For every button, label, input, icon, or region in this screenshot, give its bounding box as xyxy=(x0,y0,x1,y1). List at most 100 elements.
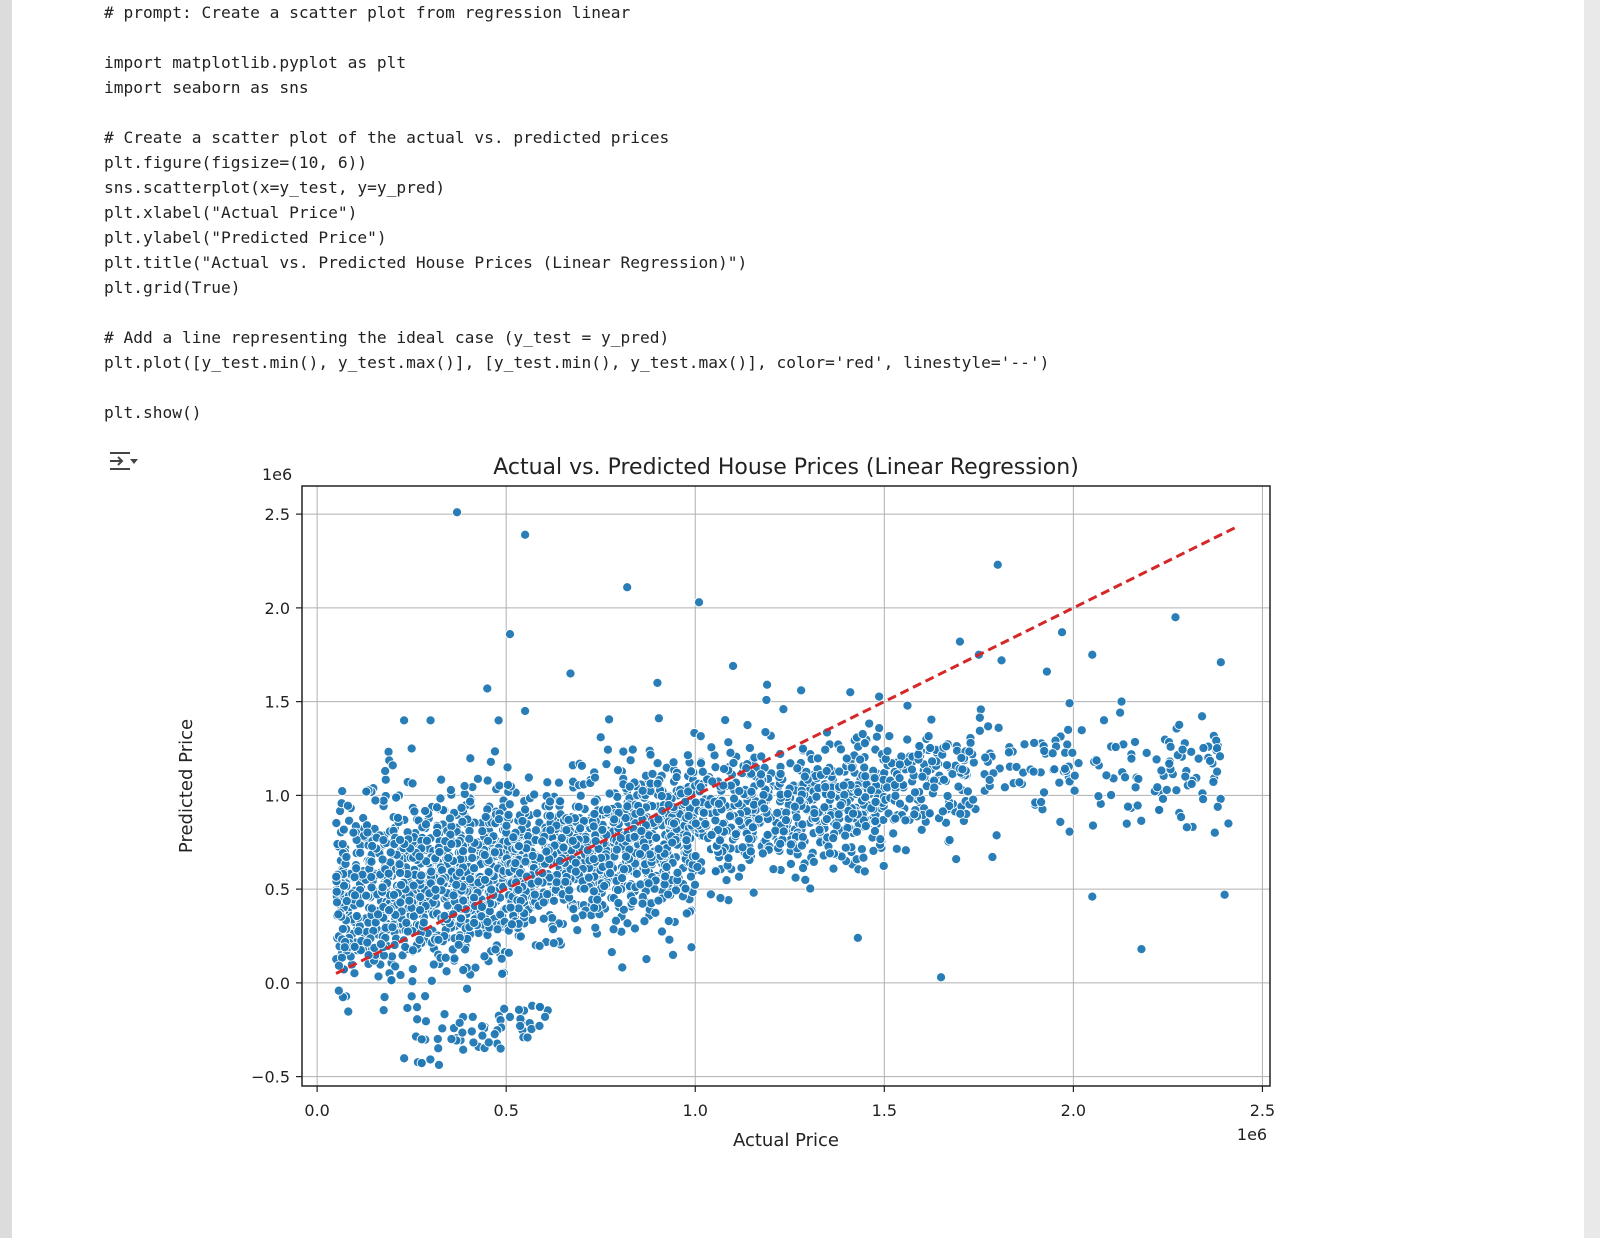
scatter-point xyxy=(377,882,388,893)
output-toggle-icon[interactable] xyxy=(108,448,140,480)
scatter-point xyxy=(489,746,501,757)
scatter-point xyxy=(1003,747,1014,758)
scatter-point xyxy=(467,1011,478,1022)
scatter-point xyxy=(569,913,580,924)
scatter-point xyxy=(486,884,497,895)
scatter-point xyxy=(378,1005,389,1016)
scatter-point xyxy=(437,1023,448,1034)
scatter-point xyxy=(588,821,599,832)
scatter-point xyxy=(944,800,955,811)
scatter-point xyxy=(556,832,567,844)
scatter-point xyxy=(456,802,467,813)
scatter-point xyxy=(909,809,920,820)
scatter-point xyxy=(513,841,525,852)
scatter-point xyxy=(653,843,664,855)
scatter-point xyxy=(840,830,851,841)
scatter-point xyxy=(797,862,809,874)
scatter-point xyxy=(499,1003,510,1014)
y-tick-label: 1.5 xyxy=(265,693,290,712)
scatter-point xyxy=(718,780,729,791)
scatter-point xyxy=(444,813,455,824)
scatter-point xyxy=(629,831,640,842)
scatter-point xyxy=(439,1009,450,1020)
scatter-point xyxy=(468,863,480,874)
scatter-point xyxy=(462,983,473,994)
scatter-point xyxy=(953,781,964,792)
scatter-point xyxy=(1036,796,1047,808)
scatter-point xyxy=(618,864,630,875)
scatter-point xyxy=(916,824,927,835)
scatter-point xyxy=(650,907,661,918)
scatter-point xyxy=(797,743,808,754)
scatter-point xyxy=(349,941,360,952)
scatter-point xyxy=(845,687,856,698)
scatter-point xyxy=(894,759,905,770)
scatter-point xyxy=(869,773,880,784)
scatter-point xyxy=(685,766,697,777)
scatter-point xyxy=(660,871,671,882)
scatter-point xyxy=(436,774,447,785)
scatter-point xyxy=(653,895,664,906)
scatter-point xyxy=(890,790,901,801)
scatter-point xyxy=(472,773,484,784)
scatter-point xyxy=(390,961,401,972)
y-tick-label: 2.5 xyxy=(265,505,290,524)
scatter-point xyxy=(517,815,528,827)
scatter-point xyxy=(710,815,721,826)
scrollbar-track[interactable] xyxy=(1584,0,1600,1238)
scatter-point xyxy=(399,1053,410,1064)
scatter-point xyxy=(604,788,615,799)
scatter-point xyxy=(420,991,431,1002)
scatter-point xyxy=(634,848,646,860)
scatter-point xyxy=(618,904,629,915)
scatter-point xyxy=(387,760,398,771)
code-line: plt.title("Actual vs. Predicted House Pr… xyxy=(104,253,748,272)
scatter-point xyxy=(341,851,352,863)
code-line xyxy=(104,300,1049,325)
scatter-point xyxy=(894,798,906,809)
scatter-point xyxy=(407,945,418,956)
scatter-point xyxy=(645,749,656,760)
scatter-point xyxy=(362,937,373,948)
scatter-point xyxy=(686,942,697,953)
scatter-point xyxy=(1209,827,1220,838)
scatter-point xyxy=(458,1044,469,1055)
scatter-point xyxy=(913,749,924,760)
scatter-point xyxy=(387,922,398,933)
scatter-point xyxy=(636,825,647,837)
y-axis-label: Predicted Price xyxy=(176,719,197,853)
scatter-point xyxy=(884,731,895,742)
scatter-point xyxy=(1064,698,1075,709)
scatter-point xyxy=(1198,742,1209,754)
y-offset-label: 1e6 xyxy=(262,465,292,484)
scatter-point xyxy=(927,756,938,767)
scatter-point xyxy=(785,858,796,869)
scatter-point xyxy=(1180,771,1191,782)
scatter-point xyxy=(490,944,501,955)
plot-frame xyxy=(301,485,1271,1087)
scatter-point xyxy=(383,868,394,879)
scatter-point xyxy=(785,758,796,769)
scatter-point xyxy=(663,889,674,900)
scatter-point xyxy=(1186,778,1197,789)
scatter-point xyxy=(611,844,622,855)
scatter-point xyxy=(775,838,786,849)
scatter-point xyxy=(1165,741,1176,752)
scatter-point xyxy=(833,809,844,820)
scatter-point xyxy=(955,808,966,819)
scatter-point xyxy=(1161,784,1172,796)
scatter-point xyxy=(1156,765,1167,776)
scatter-point xyxy=(1208,776,1219,787)
scatter-point xyxy=(468,1037,479,1048)
code-cell[interactable]: # prompt: Create a scatter plot from reg… xyxy=(104,0,1049,425)
scatter-point xyxy=(339,880,350,891)
scatter-point xyxy=(834,766,845,777)
y-tick-label: 0.0 xyxy=(265,974,290,993)
x-tick-label: 2.5 xyxy=(1250,1101,1275,1120)
scatter-point xyxy=(869,825,881,837)
scatter-point xyxy=(544,796,556,807)
scatter-point xyxy=(458,846,469,857)
scatter-point xyxy=(667,949,679,961)
scatter-point xyxy=(870,796,881,808)
scatter-point xyxy=(882,746,893,757)
